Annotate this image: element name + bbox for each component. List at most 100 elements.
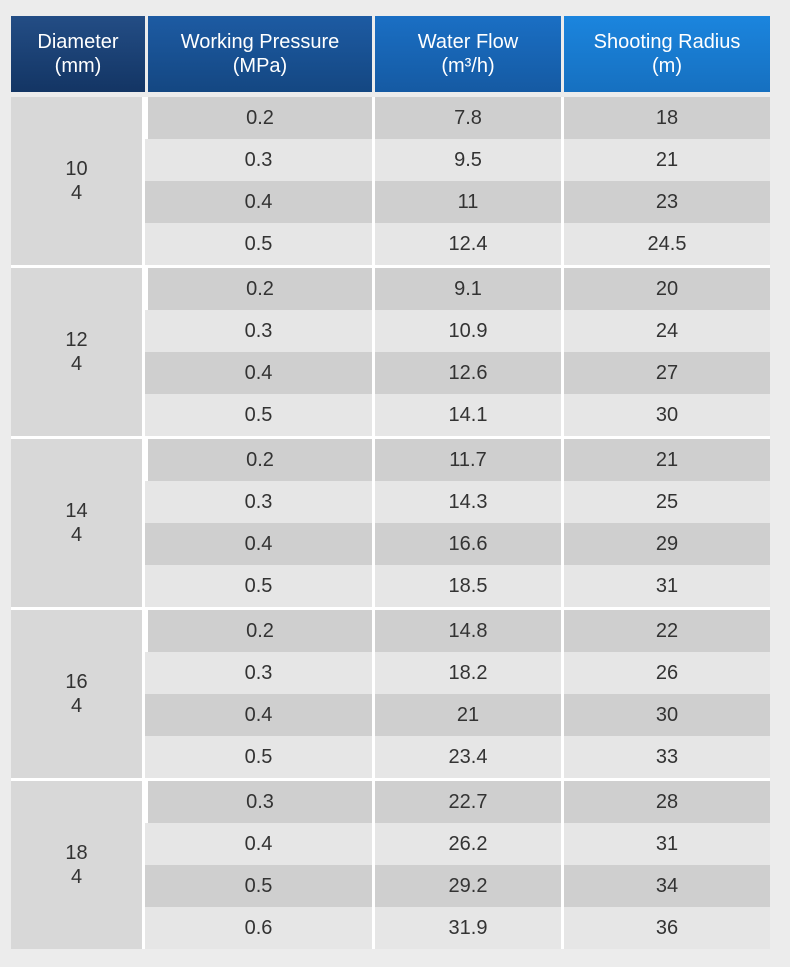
diameter-sub: 4	[70, 866, 83, 888]
pressure-cell: 0.4	[145, 823, 372, 865]
table-row: 0.4 26.2 31	[11, 823, 770, 865]
table-row: 0.4 12.6 27	[11, 352, 770, 394]
table-row: 0.3 18.2 26	[11, 652, 770, 694]
flow-cell: 29.2	[372, 865, 561, 907]
radius-cell: 21	[561, 139, 770, 181]
pressure-cell: 0.4	[145, 694, 372, 736]
radius-cell: 30	[561, 394, 770, 436]
table-row: 0.3 9.5 21	[11, 139, 770, 181]
pressure-cell: 0.5	[145, 394, 372, 436]
radius-cell: 25	[561, 481, 770, 523]
header-pressure: Working Pressure (MPa)	[145, 16, 372, 97]
pressure-cell: 0.3	[145, 310, 372, 352]
header-pressure-unit: (MPa)	[232, 55, 288, 77]
flow-cell: 12.6	[372, 352, 561, 394]
diameter-value: 10	[65, 158, 88, 180]
table-row: 18 4 0.3 22.7 28	[11, 778, 770, 949]
flow-cell: 16.6	[372, 523, 561, 565]
radius-cell: 26	[561, 652, 770, 694]
table-row: 0.3 14.3 25	[11, 481, 770, 523]
flow-cell: 18.2	[372, 652, 561, 694]
table-row: 14 4 0.2 11.7 21	[11, 436, 770, 607]
table-body: 10 4 0.2 7.8 18 0.3 9.5 21 0.4 11 23 0.5…	[11, 97, 770, 949]
table-row: 10 4 0.2 7.8 18	[11, 97, 770, 265]
flow-cell: 7.8	[372, 97, 561, 139]
flow-cell: 10.9	[372, 310, 561, 352]
radius-cell: 21	[561, 436, 770, 481]
flow-cell: 21	[372, 694, 561, 736]
flow-cell: 14.3	[372, 481, 561, 523]
diameter-cell: 14 4	[11, 436, 145, 607]
radius-cell: 18	[561, 97, 770, 139]
flow-cell: 11	[372, 181, 561, 223]
header-flow: Water Flow (m³/h)	[372, 16, 561, 97]
table-header: Diameter (mm) Working Pressure (MPa) Wat…	[11, 16, 770, 97]
table-row: 0.5 12.4 24.5	[11, 223, 770, 265]
table-row: 0.4 16.6 29	[11, 523, 770, 565]
pressure-cell: 0.2	[145, 265, 372, 310]
diameter-cell: 18 4	[11, 778, 145, 949]
flow-cell: 26.2	[372, 823, 561, 865]
radius-cell: 24	[561, 310, 770, 352]
header-radius-unit: (m)	[652, 55, 682, 77]
radius-cell: 22	[561, 607, 770, 652]
radius-cell: 29	[561, 523, 770, 565]
table-row: 0.4 21 30	[11, 694, 770, 736]
diameter-value: 16	[65, 671, 88, 693]
pressure-cell: 0.5	[145, 565, 372, 607]
pressure-cell: 0.2	[145, 607, 372, 652]
radius-cell: 31	[561, 565, 770, 607]
header-row: Diameter (mm) Working Pressure (MPa) Wat…	[11, 16, 770, 97]
pressure-cell: 0.3	[145, 778, 372, 823]
diameter-cell: 12 4	[11, 265, 145, 436]
flow-cell: 31.9	[372, 907, 561, 949]
pressure-cell: 0.3	[145, 481, 372, 523]
diameter-value: 18	[65, 842, 88, 864]
header-pressure-label: Working Pressure	[180, 31, 340, 53]
table-row: 0.5 14.1 30	[11, 394, 770, 436]
diameter-sub: 4	[70, 695, 83, 717]
diameter-sub: 4	[70, 182, 83, 204]
diameter-value: 12	[65, 329, 88, 351]
header-radius-label: Shooting Radius	[593, 31, 741, 53]
header-flow-unit: (m³/h)	[441, 55, 495, 77]
flow-cell: 23.4	[372, 736, 561, 778]
radius-cell: 34	[561, 865, 770, 907]
header-diameter: Diameter (mm)	[11, 16, 145, 97]
header-diameter-label: Diameter	[37, 31, 119, 53]
pressure-cell: 0.4	[145, 181, 372, 223]
flow-cell: 14.1	[372, 394, 561, 436]
pressure-cell: 0.3	[145, 139, 372, 181]
header-flow-label: Water Flow	[417, 31, 519, 53]
radius-cell: 20	[561, 265, 770, 310]
radius-cell: 36	[561, 907, 770, 949]
pressure-cell: 0.5	[145, 223, 372, 265]
table-row: 0.4 11 23	[11, 181, 770, 223]
pressure-cell: 0.2	[145, 436, 372, 481]
pressure-cell: 0.6	[145, 907, 372, 949]
table-row: 0.3 10.9 24	[11, 310, 770, 352]
flow-cell: 9.5	[372, 139, 561, 181]
pressure-cell: 0.5	[145, 736, 372, 778]
table-row: 0.5 18.5 31	[11, 565, 770, 607]
flow-cell: 18.5	[372, 565, 561, 607]
flow-cell: 11.7	[372, 436, 561, 481]
radius-cell: 30	[561, 694, 770, 736]
radius-cell: 23	[561, 181, 770, 223]
table-row: 0.5 23.4 33	[11, 736, 770, 778]
table-row: 0.5 29.2 34	[11, 865, 770, 907]
table-row: 12 4 0.2 9.1 20	[11, 265, 770, 436]
diameter-sub: 4	[70, 524, 83, 546]
radius-cell: 28	[561, 778, 770, 823]
radius-cell: 31	[561, 823, 770, 865]
flow-cell: 14.8	[372, 607, 561, 652]
sprinkler-spec-table: Diameter (mm) Working Pressure (MPa) Wat…	[11, 16, 770, 949]
pressure-cell: 0.3	[145, 652, 372, 694]
radius-cell: 27	[561, 352, 770, 394]
flow-cell: 9.1	[372, 265, 561, 310]
pressure-cell: 0.4	[145, 523, 372, 565]
radius-cell: 24.5	[561, 223, 770, 265]
diameter-value: 14	[65, 500, 88, 522]
header-radius: Shooting Radius (m)	[561, 16, 770, 97]
diameter-sub: 4	[70, 353, 83, 375]
